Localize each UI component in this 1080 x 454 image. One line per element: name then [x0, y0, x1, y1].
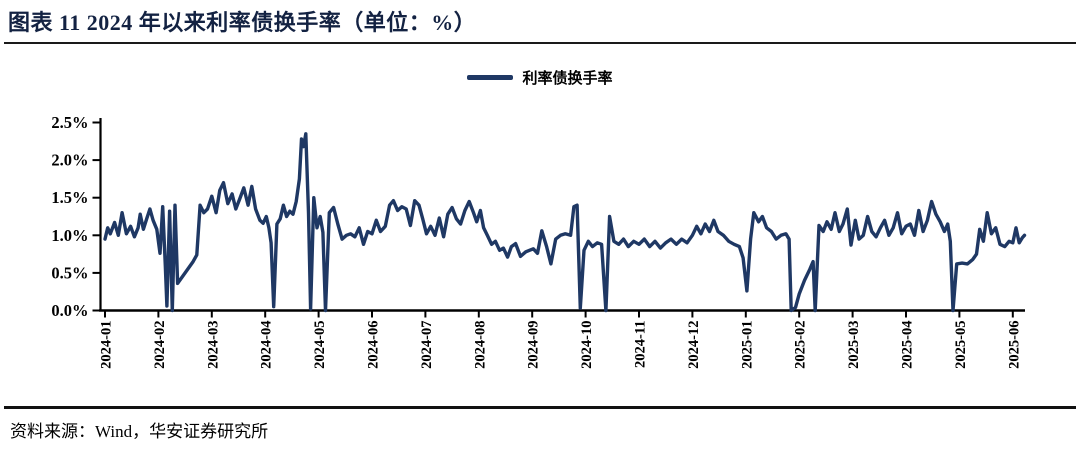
svg-text:2025-02: 2025-02 — [793, 321, 809, 369]
svg-text:2025-01: 2025-01 — [739, 321, 755, 369]
svg-text:2024-03: 2024-03 — [205, 321, 221, 369]
svg-text:2024-05: 2024-05 — [312, 321, 328, 369]
title-divider — [4, 42, 1076, 44]
svg-text:2024-11: 2024-11 — [633, 321, 649, 369]
svg-text:2025-05: 2025-05 — [953, 321, 969, 369]
svg-text:2.5%: 2.5% — [51, 113, 88, 132]
svg-text:0.5%: 0.5% — [51, 263, 88, 282]
svg-text:2024-01: 2024-01 — [99, 321, 115, 369]
svg-text:2024-10: 2024-10 — [579, 321, 595, 369]
svg-text:2024-04: 2024-04 — [259, 321, 275, 369]
svg-text:2024-08: 2024-08 — [472, 321, 488, 369]
chart-legend: 利率债换手率 — [0, 67, 1080, 87]
svg-text:2024-02: 2024-02 — [152, 321, 168, 369]
figure-title: 图表 11 2024 年以来利率债换手率（单位：%） — [8, 10, 477, 35]
svg-text:2024-06: 2024-06 — [366, 321, 382, 369]
footer-divider — [4, 406, 1076, 409]
svg-text:2025-04: 2025-04 — [900, 321, 916, 369]
legend-line-swatch — [467, 74, 514, 80]
svg-text:2024-12: 2024-12 — [686, 321, 702, 369]
svg-text:2025-06: 2025-06 — [1006, 321, 1022, 369]
svg-text:2024-09: 2024-09 — [526, 321, 542, 369]
svg-text:0.0%: 0.0% — [51, 301, 88, 320]
legend-label: 利率债换手率 — [522, 70, 613, 87]
svg-text:1.0%: 1.0% — [51, 226, 88, 245]
svg-text:2024-07: 2024-07 — [419, 321, 435, 369]
svg-text:2.0%: 2.0% — [51, 151, 88, 170]
svg-text:1.5%: 1.5% — [51, 188, 88, 207]
svg-text:2025-03: 2025-03 — [846, 321, 862, 369]
source-note: 资料来源：Wind，华安证券研究所 — [10, 422, 269, 441]
